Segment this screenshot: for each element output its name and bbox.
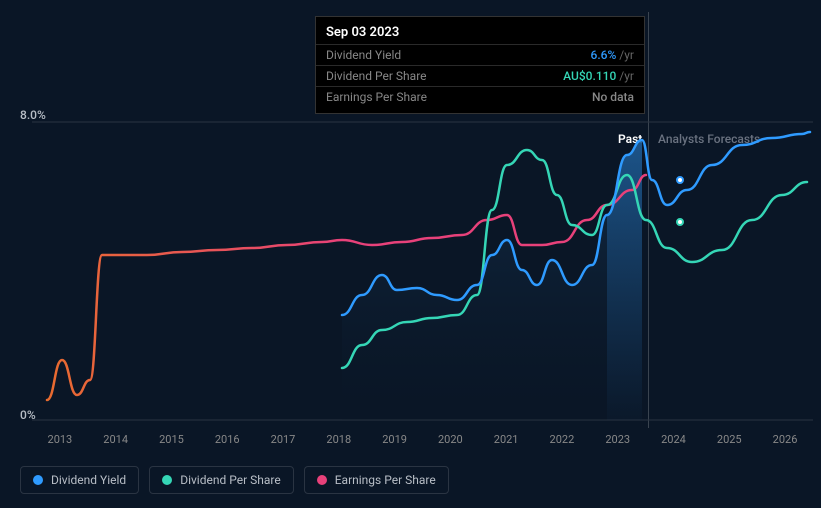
x-axis-tick: 2022	[534, 433, 590, 446]
legend-label: Dividend Per Share	[180, 473, 281, 487]
chart-legend: Dividend Yield Dividend Per Share Earnings…	[20, 466, 449, 494]
chart-tooltip: Sep 03 2023 Dividend Yield6.6% /yrDivide…	[315, 16, 645, 114]
chart-marker	[676, 218, 684, 226]
tooltip-row-value: No data	[592, 90, 634, 104]
legend-item[interactable]: Dividend Yield	[20, 466, 139, 494]
x-axis-tick: 2018	[311, 433, 367, 446]
chart-svg	[32, 120, 813, 428]
x-axis-tick: 2017	[255, 433, 311, 446]
x-axis-tick: 2015	[144, 433, 200, 446]
x-axis-tick: 2019	[367, 433, 423, 446]
tooltip-row: Earnings Per Share No data	[316, 86, 644, 107]
x-axis-tick: 2020	[422, 433, 478, 446]
tooltip-row: Dividend Yield 6.6% /yr	[316, 44, 644, 65]
legend-label: Earnings Per Share	[335, 473, 436, 487]
legend-dot-icon	[33, 475, 43, 485]
x-axis-tick: 2024	[646, 433, 702, 446]
x-axis-tick: 2016	[199, 433, 255, 446]
x-axis-tick: 2013	[32, 433, 88, 446]
legend-item[interactable]: Dividend Per Share	[149, 466, 294, 494]
legend-dot-icon	[317, 475, 327, 485]
tooltip-row-value: 6.6% /yr	[591, 48, 635, 62]
tooltip-row-value: AU$0.110 /yr	[563, 69, 634, 83]
x-axis-labels: 2013201420152016201720182019202020212022…	[32, 433, 813, 446]
chart-marker	[676, 176, 684, 184]
x-axis-tick: 2021	[478, 433, 534, 446]
tooltip-row: Dividend Per Share AU$0.110 /yr	[316, 65, 644, 86]
x-axis-tick: 2025	[701, 433, 757, 446]
legend-item[interactable]: Earnings Per Share	[304, 466, 449, 494]
chart-plot-area[interactable]	[32, 120, 813, 428]
x-axis-tick: 2026	[757, 433, 813, 446]
tooltip-row-label: Dividend Per Share	[326, 69, 427, 83]
dividend-chart: Sep 03 2023 Dividend Yield6.6% /yrDivide…	[0, 0, 821, 508]
tooltip-date: Sep 03 2023	[316, 23, 644, 44]
x-axis-tick: 2014	[88, 433, 144, 446]
legend-label: Dividend Yield	[51, 473, 126, 487]
tooltip-row-label: Dividend Yield	[326, 48, 401, 62]
x-axis-tick: 2023	[590, 433, 646, 446]
legend-dot-icon	[162, 475, 172, 485]
tooltip-row-label: Earnings Per Share	[326, 90, 427, 104]
